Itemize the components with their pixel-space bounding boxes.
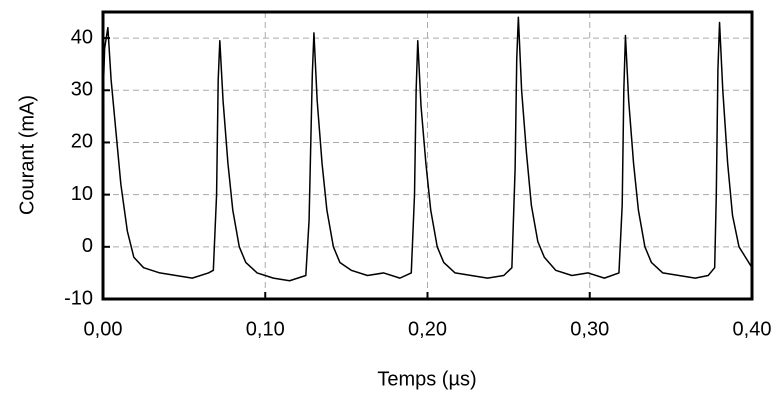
y-tick-label: -10 xyxy=(64,287,93,309)
x-tick-label: 0,10 xyxy=(246,318,285,340)
y-tick-label: 10 xyxy=(71,183,93,205)
y-tick-label: 0 xyxy=(82,235,93,257)
plot-frame xyxy=(101,10,754,301)
y-tick-label: 30 xyxy=(71,79,93,101)
x-tick-label: 0,40 xyxy=(733,318,772,340)
y-axis-label: Courant (mA) xyxy=(16,95,38,215)
y-tick-label: 40 xyxy=(71,26,93,48)
x-axis-label: Temps (µs) xyxy=(377,368,476,390)
data-line xyxy=(102,16,753,282)
y-tick-label: 20 xyxy=(71,131,93,153)
x-tick-label: 0,30 xyxy=(570,318,609,340)
x-tick-label: 0,00 xyxy=(84,318,123,340)
x-tick-label: 0,20 xyxy=(408,318,447,340)
